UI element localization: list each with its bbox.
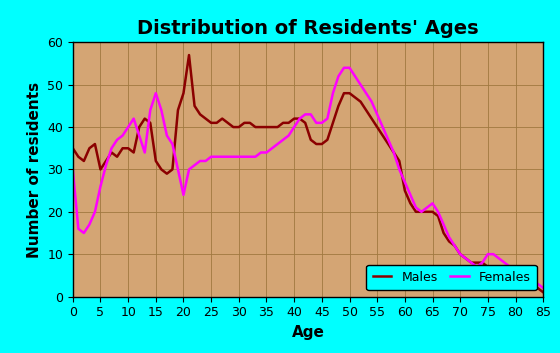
Legend: Males, Females: Males, Females [366,265,537,290]
Females [119,133,126,138]
Females [435,210,441,214]
Females [540,286,547,290]
Males [119,146,126,150]
Females [473,265,480,269]
Males [186,53,193,57]
Females [296,116,303,121]
Males [302,121,309,125]
Line: Females: Females [73,68,543,288]
Males [69,146,76,150]
Females [69,167,76,172]
Males [81,159,87,163]
Males [540,290,547,294]
Males [435,214,441,218]
Line: Males: Males [73,55,543,292]
Title: Distribution of Residents' Ages: Distribution of Residents' Ages [137,19,479,38]
X-axis label: Age: Age [292,325,324,340]
Males [92,142,99,146]
Males [473,261,480,265]
Y-axis label: Number of residents: Number of residents [26,82,41,257]
Females [340,66,347,70]
Females [81,231,87,235]
Females [92,210,99,214]
